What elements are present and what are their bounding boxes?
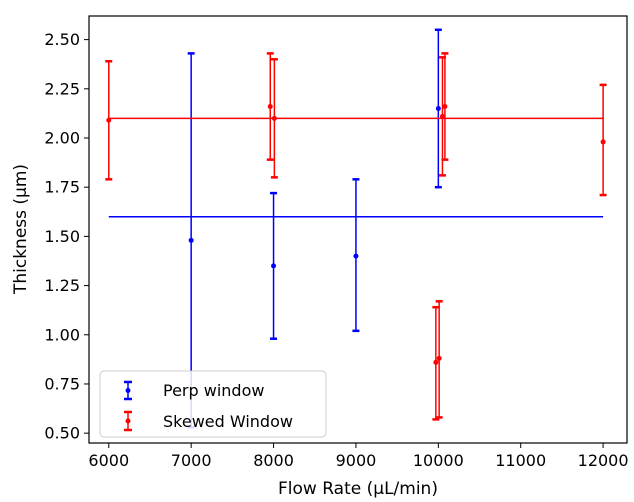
y-axis-label: Thickness (μm)	[11, 164, 31, 295]
x-tick-label: 9000	[336, 451, 377, 470]
data-point	[436, 355, 442, 361]
y-tick-label: 0.75	[44, 374, 80, 393]
legend-label-skewed: Skewed Window	[163, 412, 293, 431]
legend-box	[99, 370, 327, 438]
data-point	[600, 139, 606, 145]
data-point	[442, 104, 448, 110]
x-ticks: 6000 7000 8000 9000 10000 11000 12000	[88, 443, 629, 470]
plot-frame	[88, 15, 628, 444]
x-tick-label: 7000	[171, 451, 212, 470]
x-tick-label: 6000	[88, 451, 129, 470]
legend: Perp window Skewed Window	[99, 370, 327, 438]
data-point	[267, 104, 273, 110]
x-tick-label: 12000	[578, 451, 629, 470]
series-layer	[105, 28, 607, 429]
legend-label-perp: Perp window	[163, 381, 264, 400]
y-tick-label: 1.50	[44, 227, 80, 246]
data-point	[271, 115, 277, 121]
y-tick-label: 2.50	[44, 30, 80, 49]
data-point	[439, 113, 445, 119]
x-tick-label: 11000	[495, 451, 546, 470]
y-ticks: 0.50 0.75 1.00 1.25 1.50 1.75 2.00 2.25 2.50	[44, 30, 89, 443]
x-tick-label: 10000	[413, 451, 464, 470]
legend-marker-perp	[124, 380, 132, 401]
data-point	[188, 237, 194, 243]
data-point	[435, 105, 441, 111]
legend-marker-skewed	[124, 410, 132, 432]
series-skewed-window	[105, 52, 607, 421]
y-tick-label: 2.25	[44, 79, 80, 98]
data-point	[271, 263, 277, 269]
y-tick-label: 0.50	[44, 424, 80, 443]
data-point	[353, 253, 359, 259]
y-tick-label: 1.00	[44, 325, 80, 344]
x-tick-label: 8000	[253, 451, 294, 470]
y-tick-label: 2.00	[44, 129, 80, 148]
data-point	[433, 359, 439, 365]
x-axis-label: Flow Rate (μL/min)	[278, 479, 438, 499]
data-point	[106, 117, 112, 123]
series-perp-window	[108, 28, 604, 429]
y-tick-label: 1.25	[44, 276, 80, 295]
y-tick-label: 1.75	[44, 178, 80, 197]
